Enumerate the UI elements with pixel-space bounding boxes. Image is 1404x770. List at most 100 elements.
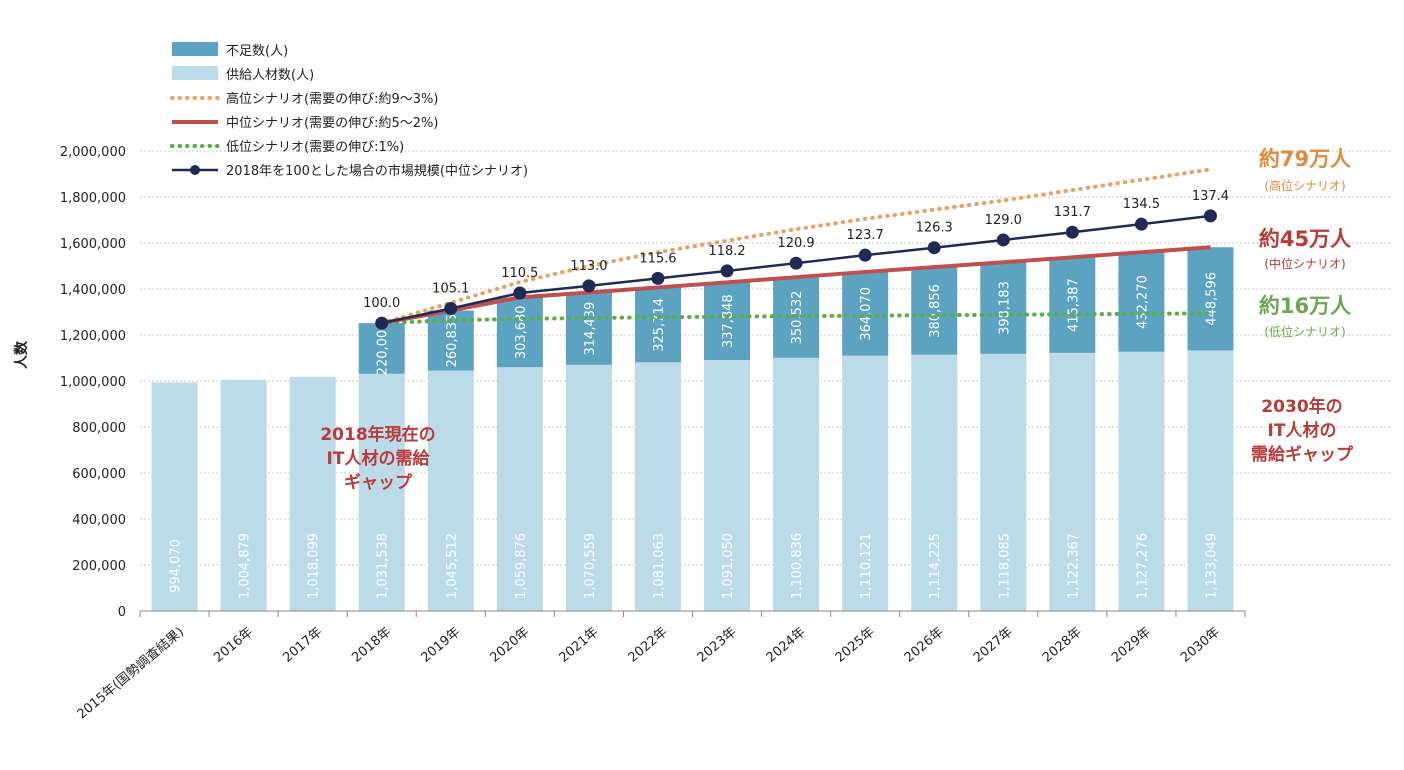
supply-value-label: 1,114,225 [928, 533, 943, 599]
market-index-point [927, 241, 941, 255]
supply-value-label: 1,018,099 [307, 533, 322, 599]
shortage-value-label: 364,070 [859, 287, 874, 341]
shortage-value-label: 415,387 [1066, 278, 1081, 332]
shortage-bar [1187, 247, 1234, 351]
market-index-point [375, 316, 389, 330]
legend: 不足数(人) 供給人材数(人) 高位シナリオ(需要の伸び:約9〜3%) 中位シナリオ(… [170, 42, 528, 179]
shortage-value-label: 325,714 [652, 298, 667, 352]
low-scenario-gap: 約16万人 [1259, 294, 1351, 318]
x-tick-label: 2021年 [557, 625, 602, 666]
supply-value-label: 1,133,049 [1204, 533, 1219, 599]
supply-value-label: 1,100,836 [790, 533, 805, 599]
low-scenario-line [379, 311, 1213, 326]
high-scenario-line [379, 167, 1213, 326]
x-tick-label: 2018年 [349, 625, 394, 666]
market-index-label: 134.5 [1123, 197, 1160, 212]
market-index-label: 131.7 [1054, 205, 1091, 220]
gap-2030-annotation: 需給ギャップ [1251, 444, 1354, 465]
supply-bar [1049, 352, 1096, 611]
mid-scenario-sub: (中位シナリオ) [1264, 256, 1345, 271]
x-tick-label: 2025年 [833, 625, 878, 666]
shortage-value-label: 350,532 [790, 291, 805, 345]
supply-bar [427, 370, 474, 611]
y-tick-label: 400,000 [72, 513, 126, 528]
supply-bar [1118, 351, 1165, 611]
x-tick-label: 2030年 [1178, 625, 1223, 666]
market-index-label: 118.2 [708, 244, 745, 259]
supply-bar [496, 367, 543, 611]
shortage-bar [842, 271, 889, 356]
x-tick-label: 2016年 [211, 625, 256, 666]
mid-scenario-gap: 約45万人 [1259, 227, 1351, 251]
x-tick-label: 2020年 [487, 625, 532, 666]
y-tick-label: 2,000,000 [60, 145, 126, 160]
supply-bar [704, 360, 751, 611]
supply-bar [773, 357, 820, 611]
y-tick-label: 1,800,000 [60, 191, 126, 206]
supply-value-label: 1,045,512 [445, 533, 460, 599]
market-index-point [651, 271, 665, 285]
low-scenario-sub: (低位シナリオ) [1264, 324, 1345, 339]
x-tick-label: 2029年 [1109, 625, 1154, 666]
gap-2018-annotation: ギャップ [344, 472, 413, 493]
market-index-label: 126.3 [916, 221, 953, 236]
supply-value-label: 1,031,538 [376, 533, 391, 599]
market-index-point [720, 264, 734, 278]
legend-label: 供給人材数(人) [226, 68, 314, 83]
market-index-label: 113.0 [570, 259, 607, 274]
market-index-point [444, 302, 458, 316]
gap-2018-annotation: 2018年現在の [320, 424, 435, 445]
x-tick-label: 2022年 [626, 625, 671, 666]
shortage-bar [565, 292, 612, 365]
market-index-point [789, 256, 803, 270]
shortage-bar [634, 287, 681, 363]
shortage-value-label: 448,596 [1204, 272, 1219, 326]
shortage-bar [1118, 252, 1165, 352]
x-tick-label: 2027年 [971, 625, 1016, 666]
x-tick-label: 2026年 [902, 625, 947, 666]
supply-bar [358, 373, 405, 611]
supply-bar [911, 354, 958, 611]
gap-2030-annotation: IT人材の [1268, 420, 1337, 441]
market-index-label: 123.7 [847, 228, 884, 243]
x-tick-label: 2023年 [695, 625, 740, 666]
shortage-bar [911, 267, 958, 355]
market-index-label: 115.6 [639, 251, 676, 266]
shortage-value-label: 220,000 [376, 322, 391, 376]
supply-value-label: 1,070,559 [583, 533, 598, 599]
supply-bar [220, 379, 267, 611]
lines-layer: 100.0 105.1 110.5 113.0 115.6 118.2 120.9 123.7… [363, 167, 1229, 330]
gap-2030-annotation: 2030年の [1261, 396, 1342, 417]
x-tick-label: 2015年(国勢調査結果) [75, 625, 187, 723]
supply-value-label: 1,122,367 [1066, 533, 1081, 599]
shortage-bar [358, 323, 405, 374]
supply-bar [565, 364, 612, 611]
gridlines [140, 150, 1390, 566]
supply-value-label: 1,081,063 [652, 533, 667, 599]
market-index-point [996, 233, 1010, 247]
x-tick-label: 2024年 [764, 625, 809, 666]
supply-value-label: 1,091,050 [721, 533, 736, 599]
market-index-point [582, 279, 596, 293]
supply-bar [151, 382, 198, 611]
supply-bar [1187, 350, 1234, 611]
shortage-bar [496, 297, 543, 368]
legend-label: 高位シナリオ(需要の伸び:約9〜3%) [226, 91, 438, 107]
legend-swatch [172, 42, 218, 56]
shortage-value-label: 432,270 [1135, 275, 1150, 329]
x-tick-label: 2017年 [280, 625, 325, 666]
legend-label: 不足数(人) [226, 44, 288, 59]
shortage-value-label: 303,680 [514, 305, 529, 359]
y-tick-label: 200,000 [72, 559, 126, 574]
supply-value-label: 1,059,876 [514, 533, 529, 599]
shortage-value-label: 337,848 [721, 294, 736, 348]
legend-marker [190, 165, 200, 175]
shortage-value-label: 380,856 [928, 284, 943, 338]
supply-bar [842, 355, 889, 611]
y-tick-label: 800,000 [72, 421, 126, 436]
high-scenario-gap: 約79万人 [1259, 147, 1351, 171]
supply-value-label: 994,070 [169, 539, 184, 593]
market-index-label: 105.1 [432, 282, 469, 297]
y-tick-label: 1,000,000 [60, 375, 126, 390]
x-tick-label: 2019年 [418, 625, 463, 666]
